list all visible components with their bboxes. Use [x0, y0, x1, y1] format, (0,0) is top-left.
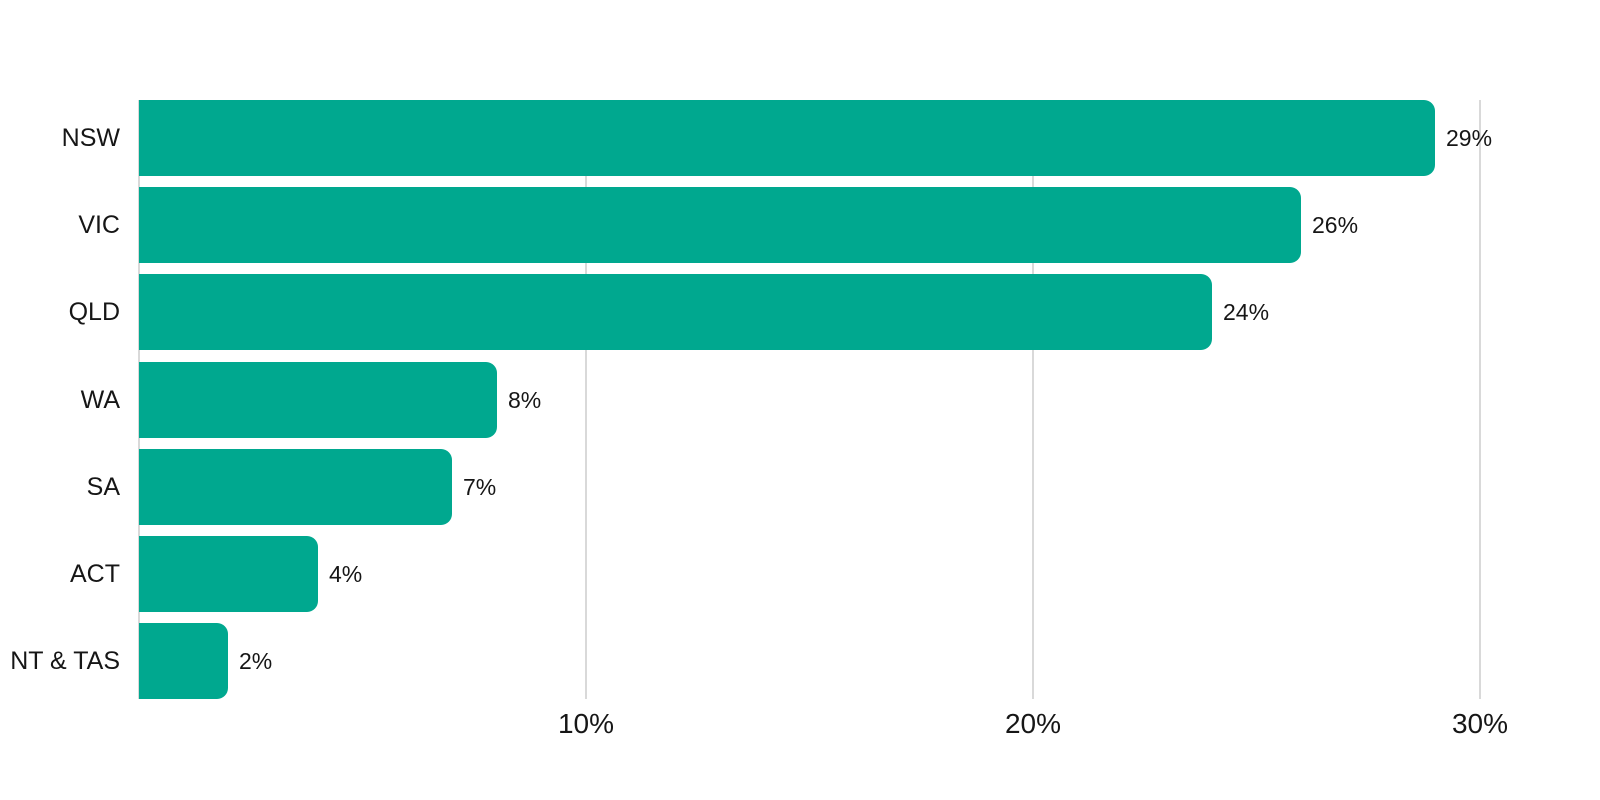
category-label-wa: WA [80, 385, 120, 414]
category-label-nt-tas: NT & TAS [10, 646, 120, 675]
bar-wa [139, 362, 497, 438]
bar-nt-tas [139, 623, 228, 699]
gridline-10pct [585, 100, 587, 699]
value-label-wa: 8% [508, 386, 542, 413]
category-label-sa: SA [86, 472, 120, 501]
value-label-vic: 26% [1312, 211, 1359, 238]
bar-qld [139, 274, 1212, 350]
bar-nsw [139, 100, 1435, 176]
x-tick-label-30pct: 30% [1451, 708, 1509, 739]
value-label-qld: 24% [1223, 298, 1270, 325]
category-label-vic: VIC [78, 210, 120, 239]
x-tick-label-10pct: 10% [557, 708, 615, 739]
value-label-nt-tas: 2% [239, 647, 273, 674]
x-tick-label-20pct: 20% [1004, 708, 1062, 739]
bar-act [139, 536, 318, 612]
value-label-sa: 7% [463, 473, 497, 500]
category-label-qld: QLD [68, 297, 120, 326]
value-label-nsw: 29% [1446, 124, 1493, 151]
value-label-act: 4% [329, 560, 363, 587]
category-label-nsw: NSW [61, 123, 120, 152]
gridline-30pct [1479, 100, 1481, 699]
gridline-20pct [1032, 100, 1034, 699]
bar-sa [139, 449, 452, 525]
bar-vic [139, 187, 1301, 263]
category-label-act: ACT [70, 559, 120, 588]
